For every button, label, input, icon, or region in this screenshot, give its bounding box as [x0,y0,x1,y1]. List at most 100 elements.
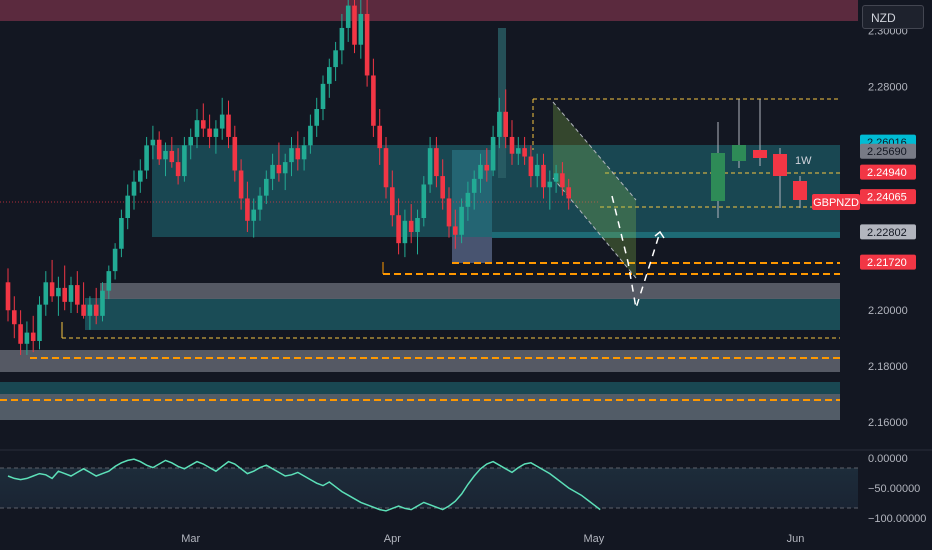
candle-body [169,150,175,163]
price-badge [860,224,916,240]
descending-channel [553,102,636,278]
candle-body [301,145,307,160]
weekly-candle-3 [753,150,767,158]
candle-body [560,173,565,188]
candle-body [56,287,61,297]
candle-body [440,176,445,199]
candle-body [18,324,23,344]
candle-body [201,120,206,129]
candle-body [516,148,521,154]
price-badge-label: 2.21720 [867,257,907,269]
candle-body [232,136,238,171]
candle-body [194,120,200,137]
candle-body [446,198,452,227]
channel-top [552,101,637,201]
candle-body [119,218,124,249]
candle-body [43,282,49,305]
candle-body [138,170,143,182]
gray-zone-lower [0,394,840,420]
price-tick-label: 2.16000 [868,417,908,429]
oscillator-axis[interactable]: 0.00000 −50.00000 −100.00000 [868,453,926,525]
candle-body [87,304,93,316]
candle-body [182,145,187,177]
candle-body [37,304,42,341]
candle-body [333,50,338,68]
candle-body [62,287,67,302]
candle-body [383,148,389,188]
candle-body [93,304,99,316]
candle-body [327,67,332,84]
time-tick-label: Apr [384,533,401,545]
oscillator-line [7,458,601,512]
symbol-label-bg [812,194,860,210]
weekly-candle-4 [773,154,787,176]
currency-selector[interactable]: NZD [862,5,924,29]
time-axis[interactable]: MarAprMayJunJul [181,533,932,545]
candle-body [308,125,313,146]
candle-body [245,198,250,221]
candle-body [390,187,395,216]
price-badge [860,189,916,205]
time-tick-label: Jun [787,533,805,545]
candle-body [478,164,483,179]
candle-body [364,13,370,76]
symbol-label: GBPNZD [813,197,859,209]
price-badge-label: 2.25690 [867,146,907,158]
level-lines [0,98,840,401]
candle-body [75,285,80,305]
candle-body [522,148,527,157]
candle-body [377,125,382,149]
candle-body [270,164,275,179]
candle-body [314,109,319,126]
candle-body [238,170,244,199]
candle-body [459,206,464,235]
candle-body [106,271,112,291]
candle-body [434,148,439,177]
price-badge [860,143,916,159]
candle-body [553,173,559,182]
candle-body [358,13,364,45]
weekly-candle-5 [793,181,807,200]
candle-body [112,248,118,272]
oscillator-tick-label: −100.00000 [868,513,926,525]
candle-body [150,139,156,146]
price-badge [860,254,916,270]
candle-body [320,83,326,110]
candle-body [497,111,502,137]
price-tick-label: 2.28000 [868,82,908,94]
price-badge-label: 2.24940 [867,167,907,179]
candle-body [251,209,256,221]
projected-path [611,195,661,309]
candle-body [541,164,546,188]
candle-body [345,5,351,28]
candle-body [100,290,105,316]
oscillator-tick-label: 0.00000 [868,453,908,465]
price-badge [860,164,916,180]
candle-body [207,128,212,137]
candle-body [144,145,149,171]
candle-body [24,332,30,344]
candle-body [490,136,496,171]
candle-body [131,181,137,196]
volume-spike-bar [498,28,506,178]
candle-body [295,148,301,160]
candle-body [427,148,433,185]
candle-body [125,195,130,219]
candle-body [30,332,36,341]
candle-body [453,226,458,235]
candle-body [12,310,17,325]
candle-body [509,136,515,154]
candle-body [81,304,86,316]
resistance-band [0,0,858,21]
candle-body [276,164,282,174]
candle-body [503,111,508,137]
candle-body [264,178,269,196]
candle-body [219,114,225,129]
candle-body [415,218,420,232]
candle-body [49,282,55,297]
weekly-candle-1 [711,153,725,201]
candle-body [175,162,181,177]
candle-body [371,75,376,126]
